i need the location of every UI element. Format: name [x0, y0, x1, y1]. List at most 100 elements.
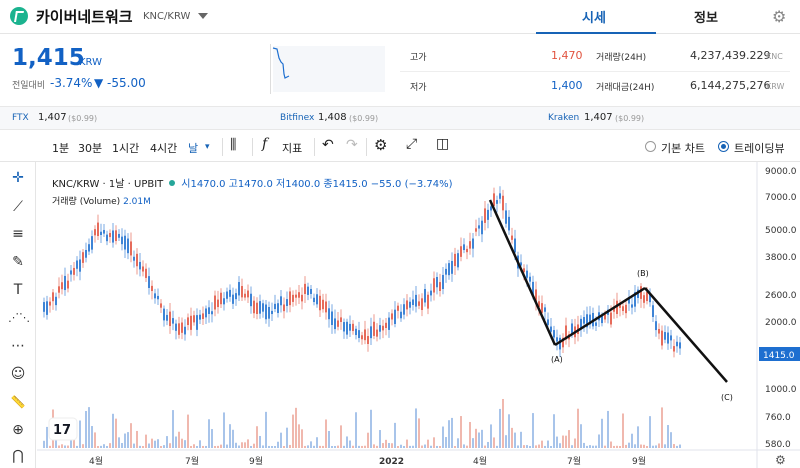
volume-bar [130, 423, 132, 448]
text-tool-icon[interactable]: T [13, 282, 23, 298]
indicator-fx-icon[interactable]: f [262, 136, 268, 152]
candle-body [367, 336, 369, 344]
volume-bar [673, 444, 675, 448]
candle-body [196, 315, 198, 330]
candle-body [328, 308, 330, 320]
volume-bar [193, 444, 195, 448]
smiley-icon[interactable]: ☺ [10, 366, 26, 382]
indicator-button[interactable]: 지표 [282, 142, 303, 155]
fullscreen-icon[interactable]: ⤢ [406, 136, 418, 152]
candle-body [298, 292, 300, 298]
radio-tradingview-label[interactable]: 트레이딩뷰 [734, 142, 785, 155]
ruler-icon[interactable]: 📏 [10, 395, 26, 409]
candle-body [631, 304, 633, 308]
candle-body [433, 278, 435, 293]
redo-icon[interactable]: ↷ [346, 137, 358, 153]
interval-30m[interactable]: 30분 [78, 142, 103, 155]
interval-4h[interactable]: 4시간 [150, 142, 178, 155]
candle-body [307, 286, 309, 295]
volume-bar [481, 429, 483, 448]
volume-bar [265, 411, 267, 448]
coin-dropdown-icon[interactable] [198, 13, 208, 19]
prediction-icon[interactable]: ⋯ [11, 338, 25, 354]
crosshair-icon[interactable]: ✛ [12, 170, 24, 186]
radio-basic-chart[interactable] [645, 141, 656, 152]
candle-body [253, 300, 255, 314]
radio-basic-label[interactable]: 기본 차트 [661, 142, 705, 155]
exchange-name-kraken[interactable]: Kraken [548, 113, 580, 123]
volume-bar [616, 445, 618, 448]
volume-bar [103, 444, 105, 448]
candle-body [616, 300, 618, 314]
camera-icon[interactable]: ◫ [436, 136, 450, 152]
volume-bar [118, 437, 120, 448]
candle-body [652, 305, 654, 317]
candle-body [295, 294, 297, 298]
interval-1m[interactable]: 1분 [52, 142, 70, 155]
candle-body [484, 208, 486, 223]
candle-body [415, 294, 417, 307]
volume-bar [580, 424, 582, 448]
exchange-name-bitfinex[interactable]: Bitfinex [280, 113, 315, 123]
volume-bar [658, 443, 660, 448]
radio-tradingview[interactable] [718, 141, 729, 152]
candle-body [463, 244, 465, 251]
amount-24h-unit: KRW [766, 82, 785, 91]
candle-body [673, 346, 675, 352]
trend-line-icon[interactable]: ⟋ [13, 199, 23, 215]
price-chart[interactable]: 9000.0 7000.0 5000.0 3800.0 2600.0 2000.0 1000… [37, 162, 800, 468]
volume-bar [142, 445, 144, 448]
magnet-icon[interactable]: ⋂ [12, 448, 24, 464]
price-tick-label: 5000.0 [765, 226, 797, 236]
volume-bar [577, 408, 579, 448]
volume-bar [229, 424, 231, 448]
candle-body [565, 325, 567, 340]
volume-24h-value: 4,237,439.229 [690, 49, 771, 62]
candle-body [112, 230, 114, 243]
volume-bar [376, 445, 378, 448]
candle-body [403, 304, 405, 315]
elliott-wave-line [554, 286, 646, 347]
tab-info[interactable]: 정보 [694, 11, 718, 26]
undo-icon[interactable]: ↶ [322, 137, 334, 153]
volume-bar [604, 445, 606, 448]
volume-bar [553, 414, 555, 448]
candle-body [259, 301, 261, 314]
volume-bar [535, 445, 537, 448]
candle-body [118, 233, 120, 238]
gear-icon[interactable]: ⚙ [772, 7, 787, 26]
current-price: 1,415 [12, 45, 85, 71]
candle-body [199, 314, 201, 320]
zoom-icon[interactable]: ⊕ [12, 422, 24, 438]
settings-gear-icon[interactable]: ⚙ [374, 136, 388, 154]
volume-bar [259, 435, 261, 448]
volume-bar [226, 444, 228, 448]
interval-dropdown-icon[interactable]: ▾ [205, 142, 210, 152]
candle-body [412, 299, 414, 305]
candle-body [448, 263, 450, 276]
candle-body [649, 293, 651, 303]
candle-body [388, 317, 390, 330]
pattern-icon[interactable]: ⋰⋱ [8, 311, 30, 324]
volume-bar [358, 445, 360, 448]
candle-body [376, 329, 378, 337]
mini-sparkline-bg [273, 46, 385, 92]
candle-body [205, 308, 207, 318]
volume-bar [478, 432, 480, 448]
candle-body [550, 326, 552, 332]
volume-bar [184, 440, 186, 448]
candle-body [64, 275, 66, 291]
exchange-name-ftx[interactable]: FTX [12, 113, 29, 123]
candle-body [472, 238, 474, 249]
interval-day[interactable]: 날 [188, 142, 199, 155]
elliott-wave-line [644, 287, 728, 383]
volume-bar [436, 445, 438, 448]
interval-1h[interactable]: 1시간 [112, 142, 140, 155]
exchange-price-kraken: 1,407 [584, 112, 613, 123]
tab-price[interactable]: 시세 [582, 11, 606, 26]
last-price-tag: 1415.0 [763, 351, 795, 361]
brush-icon[interactable]: ✎ [12, 254, 24, 270]
candle-type-icon[interactable]: ⫼ [230, 137, 237, 153]
fib-retracement-icon[interactable]: ≡ [12, 226, 24, 242]
volume-legend: 거래량 (Volume) 2.01M [52, 194, 151, 207]
